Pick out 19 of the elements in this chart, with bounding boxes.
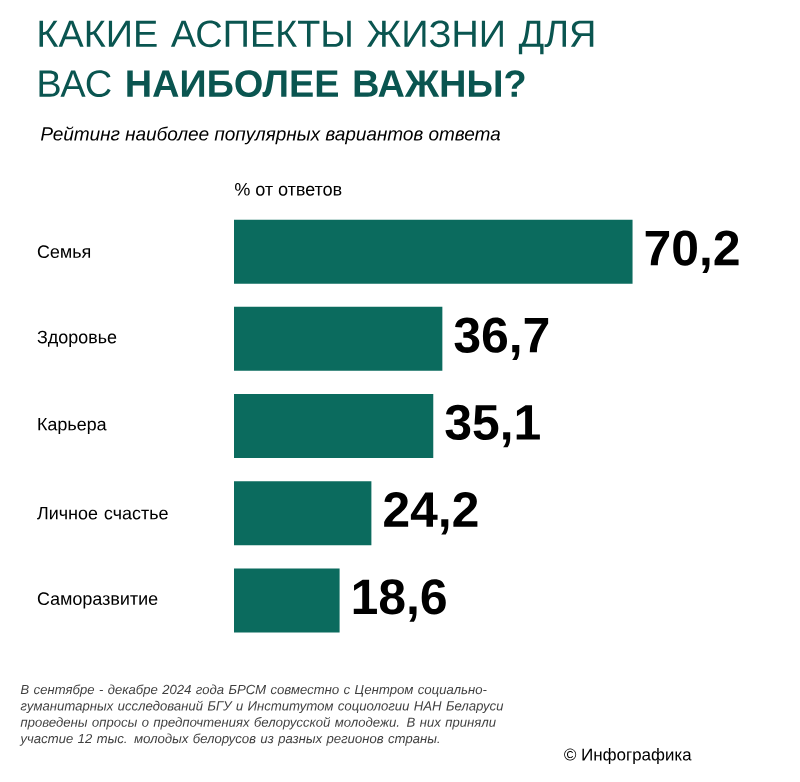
y-tick-label: Саморазвитие [37, 592, 158, 609]
data-label: 24,2 [384, 491, 478, 535]
chart-subtitle: Рейтинг наиболее популярных вариантов ответа [40, 126, 501, 145]
data-label: 36,7 [454, 317, 549, 361]
data-label: 18,6 [353, 579, 446, 622]
y-tick-label: Здоровье [37, 330, 117, 347]
x-axis-title: % от ответов [235, 183, 342, 196]
bar [234, 219, 633, 284]
bar [234, 481, 372, 546]
y-tick-label: Личное счастье [37, 506, 168, 520]
data-label: 35,1 [445, 404, 540, 448]
bar [234, 306, 443, 371]
y-tick-label: Семья [37, 245, 91, 258]
data-label: 70,2 [645, 230, 739, 273]
text: © Инфографика [564, 748, 692, 764]
bar [234, 394, 434, 459]
bar [234, 568, 340, 633]
chart-title: КАКИЕ АСПЕКТЫ ЖИЗНИ ДЛЯ ВАС НАИБОЛЕЕ ВАЖНЫ? [39, 20, 594, 98]
y-tick-label: Карьера [38, 417, 107, 435]
